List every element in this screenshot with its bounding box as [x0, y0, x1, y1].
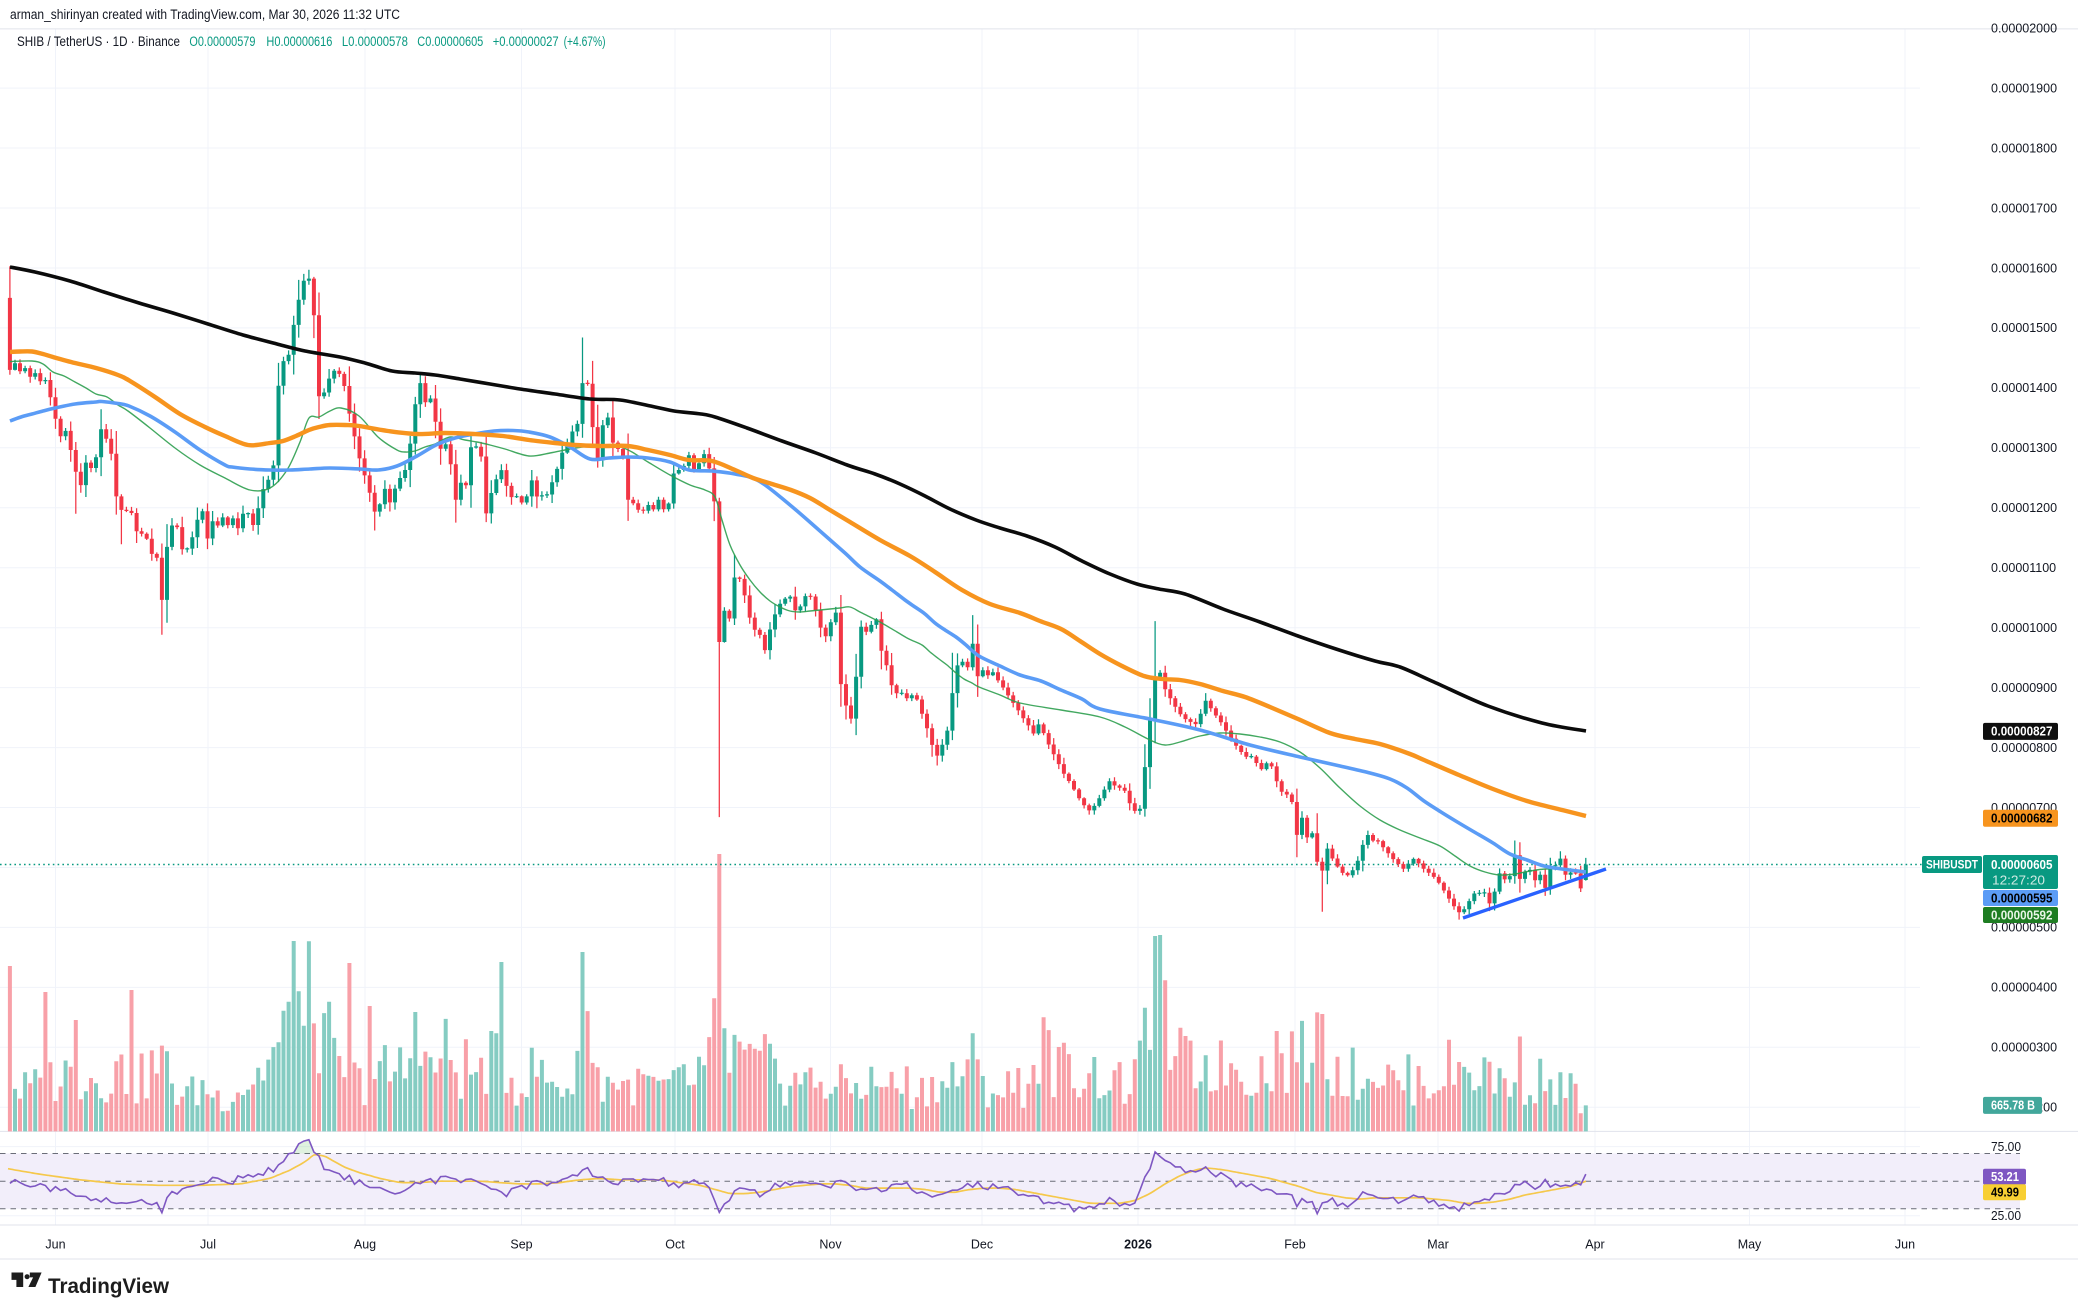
svg-text:0.00000500: 0.00000500: [1991, 921, 2057, 935]
svg-text:0.00001900: 0.00001900: [1991, 81, 2057, 95]
svg-text:(+4.67%): (+4.67%): [564, 34, 606, 49]
svg-text:0.00000595: 0.00000595: [1991, 891, 2053, 905]
svg-text:0.00002000: 0.00002000: [1991, 22, 2057, 36]
svg-text:TradingView: TradingView: [48, 1274, 169, 1298]
svg-text:0.00001200: 0.00001200: [1991, 501, 2057, 515]
svg-text:0.00000900: 0.00000900: [1991, 681, 2057, 695]
svg-text:H0.00000616: H0.00000616: [266, 34, 332, 49]
svg-text:0.00001700: 0.00001700: [1991, 201, 2057, 215]
svg-text:Jun: Jun: [45, 1238, 65, 1252]
svg-text:Mar: Mar: [1427, 1238, 1449, 1252]
svg-text:2026: 2026: [1124, 1238, 1152, 1252]
svg-text:Jul: Jul: [200, 1238, 216, 1252]
svg-text:0.00001800: 0.00001800: [1991, 141, 2057, 155]
svg-text:0.00000300: 0.00000300: [1991, 1041, 2057, 1055]
svg-text:Oct: Oct: [665, 1238, 685, 1252]
svg-text:0.00000592: 0.00000592: [1991, 908, 2053, 922]
svg-text:0.00001300: 0.00001300: [1991, 441, 2057, 455]
svg-text:0.00000682: 0.00000682: [1991, 812, 2053, 826]
svg-text:Aug: Aug: [354, 1238, 376, 1252]
svg-text:May: May: [1738, 1238, 1762, 1252]
svg-text:Nov: Nov: [819, 1238, 842, 1252]
svg-text:25.00: 25.00: [1991, 1209, 2021, 1223]
svg-text:0.00000400: 0.00000400: [1991, 981, 2057, 995]
svg-text:49.99: 49.99: [1991, 1186, 2019, 1200]
svg-text:+0.00000027: +0.00000027: [493, 34, 559, 49]
svg-text:Sep: Sep: [510, 1238, 532, 1252]
svg-text:75.00: 75.00: [1991, 1140, 2021, 1154]
svg-text:53.21: 53.21: [1991, 1170, 2019, 1184]
svg-text:L0.00000578: L0.00000578: [342, 34, 408, 49]
svg-text:Apr: Apr: [1585, 1238, 1604, 1252]
svg-text:0.00001000: 0.00001000: [1991, 621, 2057, 635]
svg-text:12:27:20: 12:27:20: [1992, 874, 2045, 888]
svg-text:665.78 B: 665.78 B: [1991, 1099, 2035, 1113]
svg-text:O0.00000579: O0.00000579: [189, 34, 255, 49]
svg-text:0.00000800: 0.00000800: [1991, 741, 2057, 755]
svg-text:0.00000605: 0.00000605: [1991, 858, 2053, 872]
svg-text:0.00001500: 0.00001500: [1991, 321, 2057, 335]
svg-text:Feb: Feb: [1284, 1238, 1306, 1252]
svg-text:Jun: Jun: [1895, 1238, 1915, 1252]
svg-text:0.00001400: 0.00001400: [1991, 381, 2057, 395]
svg-text:0.00000827: 0.00000827: [1991, 725, 2053, 739]
svg-text:SHIB / TetherUS · 1D · Binance: SHIB / TetherUS · 1D · Binance: [17, 34, 180, 49]
svg-text:0.00001600: 0.00001600: [1991, 261, 2057, 275]
svg-text:SHIBUSDT: SHIBUSDT: [1926, 860, 1978, 872]
svg-text:arman_shirinyan created with T: arman_shirinyan created with TradingView…: [10, 7, 400, 22]
svg-text:0.00001100: 0.00001100: [1991, 561, 2056, 575]
svg-text:Dec: Dec: [971, 1238, 993, 1252]
svg-text:C0.00000605: C0.00000605: [417, 34, 483, 49]
